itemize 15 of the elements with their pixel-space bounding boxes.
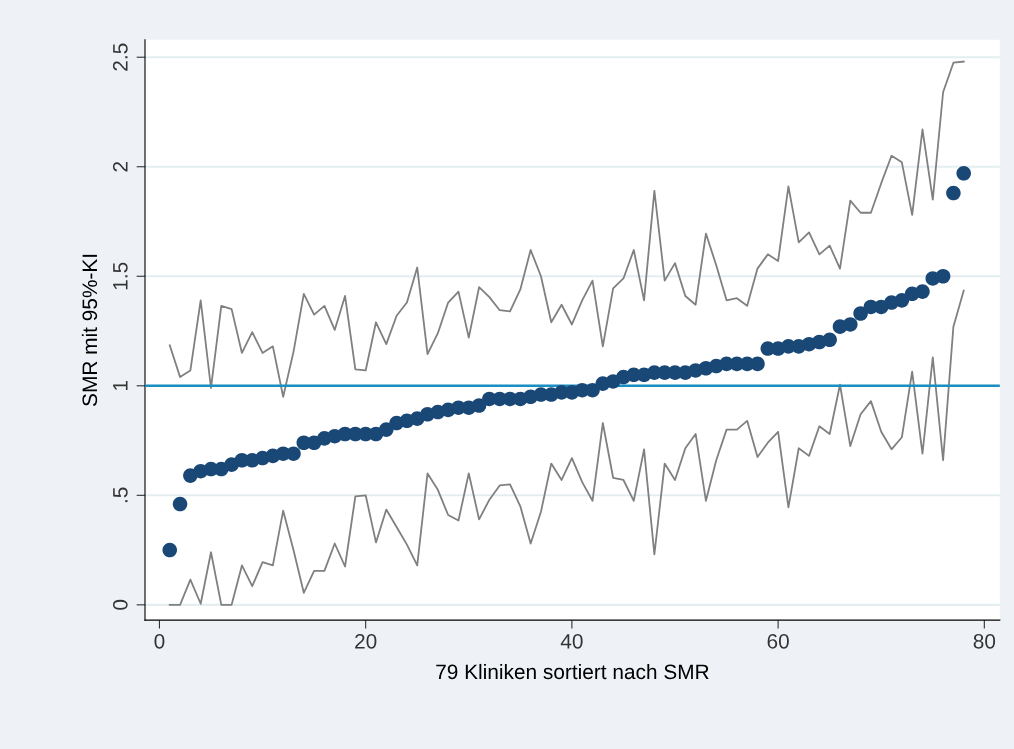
y-tick-label: .5 [113,487,128,503]
x-axis-title: 79 Kliniken sortiert nach SMR [436,663,709,680]
line-series [168,289,965,606]
line-series [168,60,965,398]
y-tick-label: 1 [113,381,128,390]
x-tick-label: 20 [355,633,377,649]
x-tick-label: 80 [973,633,996,649]
y-tick-label: 2.5 [112,43,128,71]
x-tick-label: 40 [560,633,583,649]
y-tick-label: 2 [112,162,128,172]
y-tick-label: 1.5 [113,262,128,290]
y-axis-title: SMR mit 95%-KI [81,254,98,406]
y-tick-label: 0 [112,599,128,610]
x-tick-label: 60 [767,633,789,649]
x-tick-label: 0 [154,633,165,649]
